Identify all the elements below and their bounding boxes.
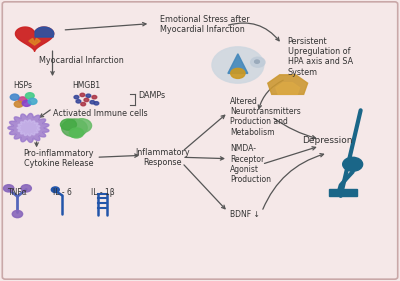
Circle shape (212, 47, 264, 83)
Circle shape (69, 128, 84, 138)
Text: Persistent
Upregulation of
HPA axis and SA
System: Persistent Upregulation of HPA axis and … (288, 37, 353, 77)
Circle shape (343, 157, 363, 171)
Circle shape (92, 96, 97, 99)
FancyBboxPatch shape (2, 2, 398, 279)
Circle shape (72, 119, 92, 133)
Circle shape (86, 94, 91, 98)
Circle shape (231, 68, 245, 78)
Circle shape (22, 100, 31, 106)
Circle shape (74, 96, 79, 99)
Text: HSPs: HSPs (13, 81, 32, 90)
Circle shape (84, 98, 89, 102)
Polygon shape (8, 114, 49, 142)
Circle shape (60, 119, 76, 130)
Circle shape (255, 60, 259, 63)
Text: Myocardial Infarction: Myocardial Infarction (38, 56, 123, 65)
Text: HMGB1: HMGB1 (72, 81, 100, 90)
Text: TNFα: TNFα (8, 188, 27, 197)
Circle shape (10, 94, 19, 100)
Circle shape (90, 101, 95, 104)
Circle shape (62, 119, 87, 137)
Text: IL - 6: IL - 6 (53, 188, 72, 197)
Text: DAMPs: DAMPs (138, 91, 165, 100)
Polygon shape (228, 54, 248, 73)
Circle shape (94, 102, 99, 105)
Circle shape (4, 185, 14, 192)
Circle shape (28, 98, 37, 105)
Circle shape (12, 210, 23, 218)
Polygon shape (268, 75, 308, 94)
Polygon shape (17, 120, 40, 136)
Circle shape (18, 97, 27, 103)
Circle shape (26, 93, 34, 99)
Circle shape (21, 185, 31, 192)
Text: Emotional Stress after
Myocardial Infarction: Emotional Stress after Myocardial Infarc… (160, 15, 250, 34)
Text: Inflammatory
Response: Inflammatory Response (135, 148, 190, 167)
Circle shape (81, 103, 86, 106)
Text: Activated Immune cells: Activated Immune cells (52, 109, 147, 118)
Text: Depression: Depression (302, 136, 353, 145)
Polygon shape (35, 27, 54, 37)
Text: Altered
Neurotransmitters
Production and
Metabolism: Altered Neurotransmitters Production and… (230, 97, 301, 137)
Text: IL - 1β: IL - 1β (90, 188, 114, 197)
Bar (329, 189, 357, 196)
Polygon shape (276, 83, 300, 94)
Text: NMDA-
Receptor
Agonist
Production: NMDA- Receptor Agonist Production (230, 144, 271, 184)
Text: Pro-inflammatory
Cytokine Release: Pro-inflammatory Cytokine Release (23, 149, 94, 168)
Circle shape (14, 101, 23, 107)
Text: BDNF ↓: BDNF ↓ (230, 210, 260, 219)
Polygon shape (29, 38, 40, 45)
Polygon shape (16, 27, 54, 51)
Circle shape (251, 57, 265, 67)
Circle shape (76, 100, 81, 103)
Circle shape (51, 187, 59, 192)
Circle shape (80, 93, 85, 97)
